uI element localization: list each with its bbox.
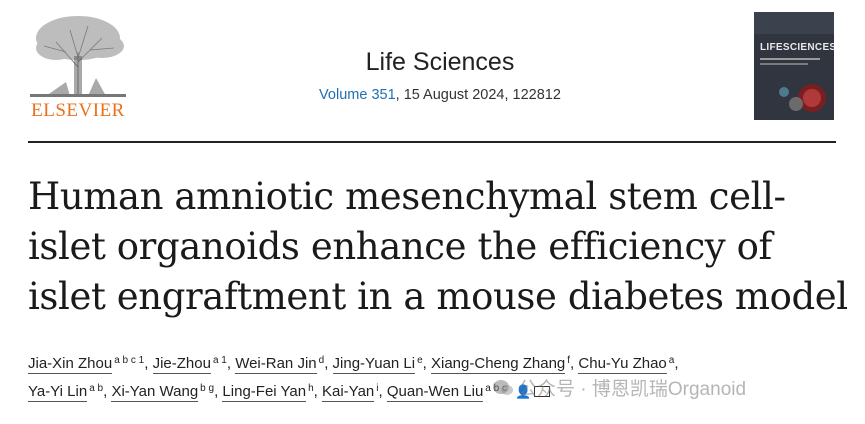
wechat-official-account-icon bbox=[493, 380, 513, 395]
author-affiliation[interactable]: i bbox=[376, 383, 379, 394]
author-line-2: Ya-Yi Lin a b, Xi-Yan Wang b g, Ling-Fei Y… bbox=[28, 378, 858, 406]
cover-art-icon bbox=[754, 12, 834, 120]
author-affiliation[interactable]: d bbox=[318, 355, 325, 366]
author-name[interactable]: Jie-Zhou bbox=[152, 355, 211, 374]
publisher-name: ELSEVIER bbox=[31, 100, 125, 121]
author-list: Jia-Xin Zhou a b c 1, Jie-Zhou a 1, Wei-Ra… bbox=[28, 350, 858, 406]
author-name[interactable]: Wei-Ran Jin bbox=[235, 355, 317, 374]
author-affiliation[interactable]: a 1 bbox=[212, 355, 227, 366]
author-name[interactable]: Chu-Yu Zhao bbox=[578, 355, 667, 374]
header-divider bbox=[28, 141, 836, 143]
journal-issue-info: Volume 351, 15 August 2024, 122812 bbox=[290, 87, 590, 103]
journal-name[interactable]: Life Sciences bbox=[365, 48, 515, 76]
author-name[interactable]: Xiang-Cheng Zhang bbox=[431, 355, 566, 374]
author-affiliation[interactable]: h bbox=[308, 383, 314, 394]
mail-icon[interactable] bbox=[534, 386, 551, 397]
author-affiliation[interactable]: e bbox=[417, 355, 423, 366]
title-line: islet engraftment in a mouse diabetes mo… bbox=[28, 275, 848, 318]
article-title: Human amniotic mesenchymal stem cell- is… bbox=[28, 172, 848, 322]
author-name[interactable]: Ling-Fei Yan bbox=[222, 383, 307, 402]
issue-date-article-number: , 15 August 2024, 122812 bbox=[395, 87, 561, 103]
author-affiliation[interactable]: a b bbox=[89, 383, 104, 394]
author-affiliation[interactable]: a bbox=[668, 355, 675, 366]
author-name[interactable]: Kai-Yan bbox=[322, 383, 375, 402]
journal-cover-thumbnail[interactable]: LIFESCIENCES bbox=[754, 12, 834, 120]
cover-title: LIFESCIENCES bbox=[760, 42, 834, 53]
elsevier-logo[interactable]: ELSEVIER bbox=[26, 12, 130, 122]
author-affiliation[interactable]: b g bbox=[200, 383, 215, 394]
journal-header: Life Sciences Volume 351, 15 August 2024… bbox=[290, 48, 590, 103]
title-line: islet organoids enhance the efficiency o… bbox=[28, 225, 772, 268]
author-name[interactable]: Ya-Yi Lin bbox=[28, 383, 88, 402]
volume-link[interactable]: Volume 351 bbox=[319, 87, 396, 103]
title-line: Human amniotic mesenchymal stem cell- bbox=[28, 175, 786, 218]
author-affiliation[interactable]: f bbox=[567, 355, 571, 366]
author-name[interactable]: Xi-Yan Wang bbox=[111, 383, 199, 402]
author-name[interactable]: Jing-Yuan Li bbox=[332, 355, 416, 374]
watermark-text: 公众号 · 博恩凯瑞Organoid bbox=[518, 379, 747, 400]
author-affiliation[interactable]: a b c 1 bbox=[114, 355, 145, 366]
person-icon[interactable]: 👤 bbox=[515, 384, 532, 399]
elsevier-tree-icon bbox=[30, 16, 126, 97]
author-name[interactable]: Jia-Xin Zhou bbox=[28, 355, 113, 374]
author-name[interactable]: Quan-Wen Liu bbox=[386, 383, 484, 402]
watermark: 公众号 · 博恩凯瑞Organoid bbox=[492, 374, 746, 401]
author-line-1: Jia-Xin Zhou a b c 1, Jie-Zhou a 1, Wei-Ra… bbox=[28, 355, 679, 374]
